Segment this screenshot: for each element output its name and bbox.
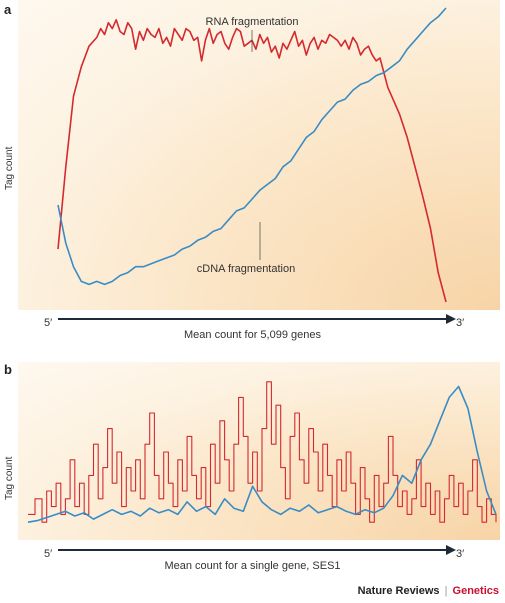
panel-b-letter: b (4, 362, 12, 377)
panel-a-annotation-1: cDNA fragmentation (197, 263, 295, 275)
journal-separator: | (444, 585, 448, 597)
panel-a-x-axis-label: Mean count for 5,099 genes (184, 329, 321, 341)
panel-a-chart: RNA fragmentation cDNA fragmentation (57, 7, 447, 303)
journal-brand: Nature Reviews (357, 585, 440, 597)
panel-a-annotation-0: RNA fragmentation (206, 16, 299, 28)
panel-a-x-end-label: 3′ (456, 317, 465, 329)
panel-b-series-1-line (27, 385, 497, 523)
panel-b-x-axis-label: Mean count for a single gene, SES1 (164, 560, 341, 572)
panel-b-plot-area (18, 362, 500, 540)
panel-a-x-axis-arrow (58, 314, 456, 324)
panel-a-series-0-line (57, 19, 447, 303)
panel-a-plot-area: RNA fragmentation cDNA fragmentation (18, 0, 500, 310)
panel-a-x-start-label: 5′ (44, 317, 53, 329)
panel-b-chart (27, 381, 497, 523)
panel-b-x-end-label: 3′ (456, 548, 465, 560)
panel-a-y-axis-label: Tag count (4, 146, 15, 190)
journal-name: Genetics (452, 585, 499, 597)
panel-b-y-axis-label: Tag count (4, 456, 15, 500)
panel-a-letter: a (4, 2, 12, 17)
panel-a-series-1-line (57, 7, 447, 286)
panel-b-x-start-label: 5′ (44, 548, 53, 560)
panel-b-x-axis-arrow (58, 545, 456, 555)
journal-credit: Nature Reviews | Genetics (358, 585, 499, 597)
